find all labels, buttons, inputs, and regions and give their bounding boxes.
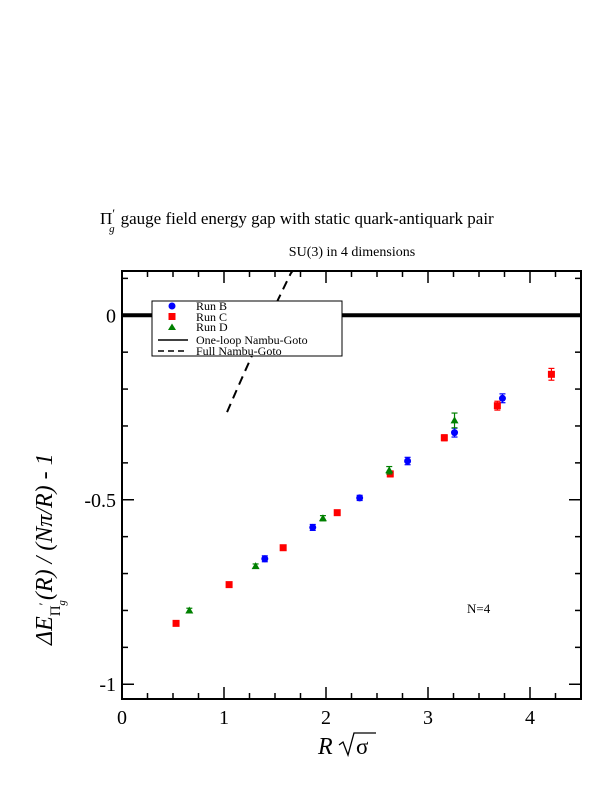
y-axis: 0 -0.5 -1 bbox=[84, 277, 581, 696]
run-d-point bbox=[251, 562, 260, 570]
y-tick-label: -1 bbox=[99, 674, 116, 696]
run-b-point bbox=[356, 494, 364, 502]
legend-marker-run-d bbox=[168, 323, 176, 330]
run-d-point bbox=[185, 606, 194, 614]
x-axis-label: R σ bbox=[317, 732, 376, 760]
run-c-point bbox=[225, 581, 233, 589]
run-d-point bbox=[385, 466, 394, 474]
sqrt-sign bbox=[338, 732, 376, 758]
y-label-suffix: (R) / (Nπ/R) - 1 bbox=[32, 453, 58, 600]
legend-marker-run-b bbox=[168, 302, 176, 310]
run-c-point bbox=[493, 402, 501, 410]
x-axis-label-var: R bbox=[317, 734, 333, 760]
title-main-text: gauge field energy gap with static quark… bbox=[121, 209, 494, 228]
chart-title: Π′ g gauge field energy gap with static qu… bbox=[100, 206, 494, 235]
legend-label-run-b: Run B bbox=[196, 299, 227, 313]
y-label-prefix: ΔE bbox=[32, 616, 58, 646]
run-c-point bbox=[172, 619, 180, 627]
x-tick-label: 4 bbox=[525, 707, 535, 729]
run-b-point bbox=[309, 523, 317, 531]
run-d-point bbox=[450, 416, 459, 424]
legend: Run B Run C Run D One-loop Nambu-Goto Fu… bbox=[151, 299, 343, 358]
run-c-point bbox=[279, 544, 287, 552]
x-tick-label: 0 bbox=[117, 707, 127, 729]
y-label-sub-pi: Π bbox=[48, 605, 64, 616]
full-nambu-goto-curve bbox=[226, 270, 581, 413]
run-b-point bbox=[451, 429, 459, 437]
y-label-sub-prime: ′ bbox=[36, 602, 51, 605]
x-axis: 0 1 2 3 4 bbox=[117, 271, 582, 729]
y-axis-label: ΔEΠ′ g(R) / (Nπ/R) - 1 bbox=[32, 453, 68, 646]
run-c-point bbox=[333, 509, 341, 517]
chart-subtitle: SU(3) in 4 dimensions bbox=[289, 245, 415, 260]
x-tick-label: 3 bbox=[423, 707, 433, 729]
y-tick-label: -0.5 bbox=[84, 490, 116, 512]
legend-box bbox=[151, 300, 343, 357]
legend-label-run-c: Run C bbox=[196, 310, 227, 324]
data-points bbox=[172, 367, 555, 627]
legend-label-full: Full Nambu-Goto bbox=[196, 344, 282, 358]
y-label-sub-g: g bbox=[56, 600, 68, 606]
title-symbol: Π bbox=[100, 209, 112, 228]
legend-label-one-loop: One-loop Nambu-Goto bbox=[196, 333, 308, 347]
title-symbol-prime: ′ bbox=[112, 206, 115, 221]
run-b-point bbox=[498, 394, 506, 402]
run-d-point bbox=[318, 514, 327, 522]
run-b-point bbox=[261, 555, 269, 563]
run-c-point bbox=[547, 370, 555, 378]
run-c-point bbox=[440, 434, 448, 442]
x-tick-label: 1 bbox=[219, 707, 229, 729]
x-tick-label: 2 bbox=[321, 707, 331, 729]
title-symbol-sub: g bbox=[109, 223, 115, 235]
annotation-n4: N=4 bbox=[467, 601, 491, 616]
run-b-point bbox=[404, 457, 412, 465]
y-tick-label: 0 bbox=[106, 305, 116, 327]
x-axis-label-sigma: σ bbox=[356, 734, 369, 759]
legend-marker-run-c bbox=[168, 313, 176, 320]
legend-label-run-d: Run D bbox=[196, 320, 228, 334]
